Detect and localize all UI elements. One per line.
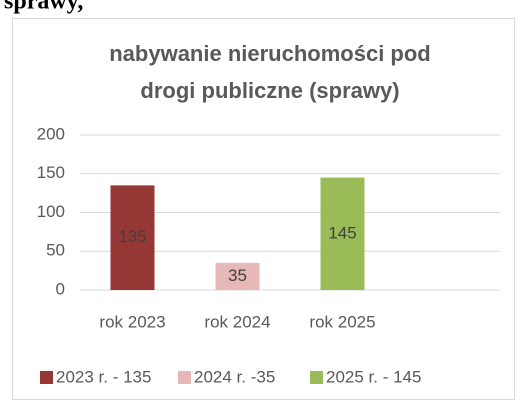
bar [215, 262, 260, 290]
y-tick-label: 50 [46, 241, 65, 260]
y-tick-label: 100 [37, 202, 65, 221]
y-tick-label: 200 [37, 124, 65, 143]
chart-frame [12, 18, 515, 400]
legend-label: 2025 r. - 145 [326, 367, 421, 386]
cropped-heading: sprawy, [4, 0, 83, 15]
legend-swatch [178, 371, 191, 384]
x-tick-label: rok 2023 [99, 312, 165, 331]
chart-title: drogi publiczne (sprawy) [140, 78, 399, 103]
chart-title: nabywanie nieruchomości pod [109, 41, 431, 66]
x-tick-label: rok 2024 [204, 312, 270, 331]
legend-swatch [310, 371, 323, 384]
legend-label: 2023 r. - 135 [56, 367, 151, 386]
data-label: 135 [118, 227, 146, 246]
legend-swatch [40, 371, 53, 384]
legend-label: 2024 r. -35 [194, 367, 275, 386]
x-tick-label: rok 2025 [309, 312, 375, 331]
y-tick-label: 0 [56, 279, 65, 298]
bar [320, 177, 365, 290]
y-tick-label: 150 [37, 163, 65, 182]
bar [110, 185, 155, 290]
data-label: 145 [328, 223, 356, 242]
data-label: 35 [228, 266, 247, 285]
